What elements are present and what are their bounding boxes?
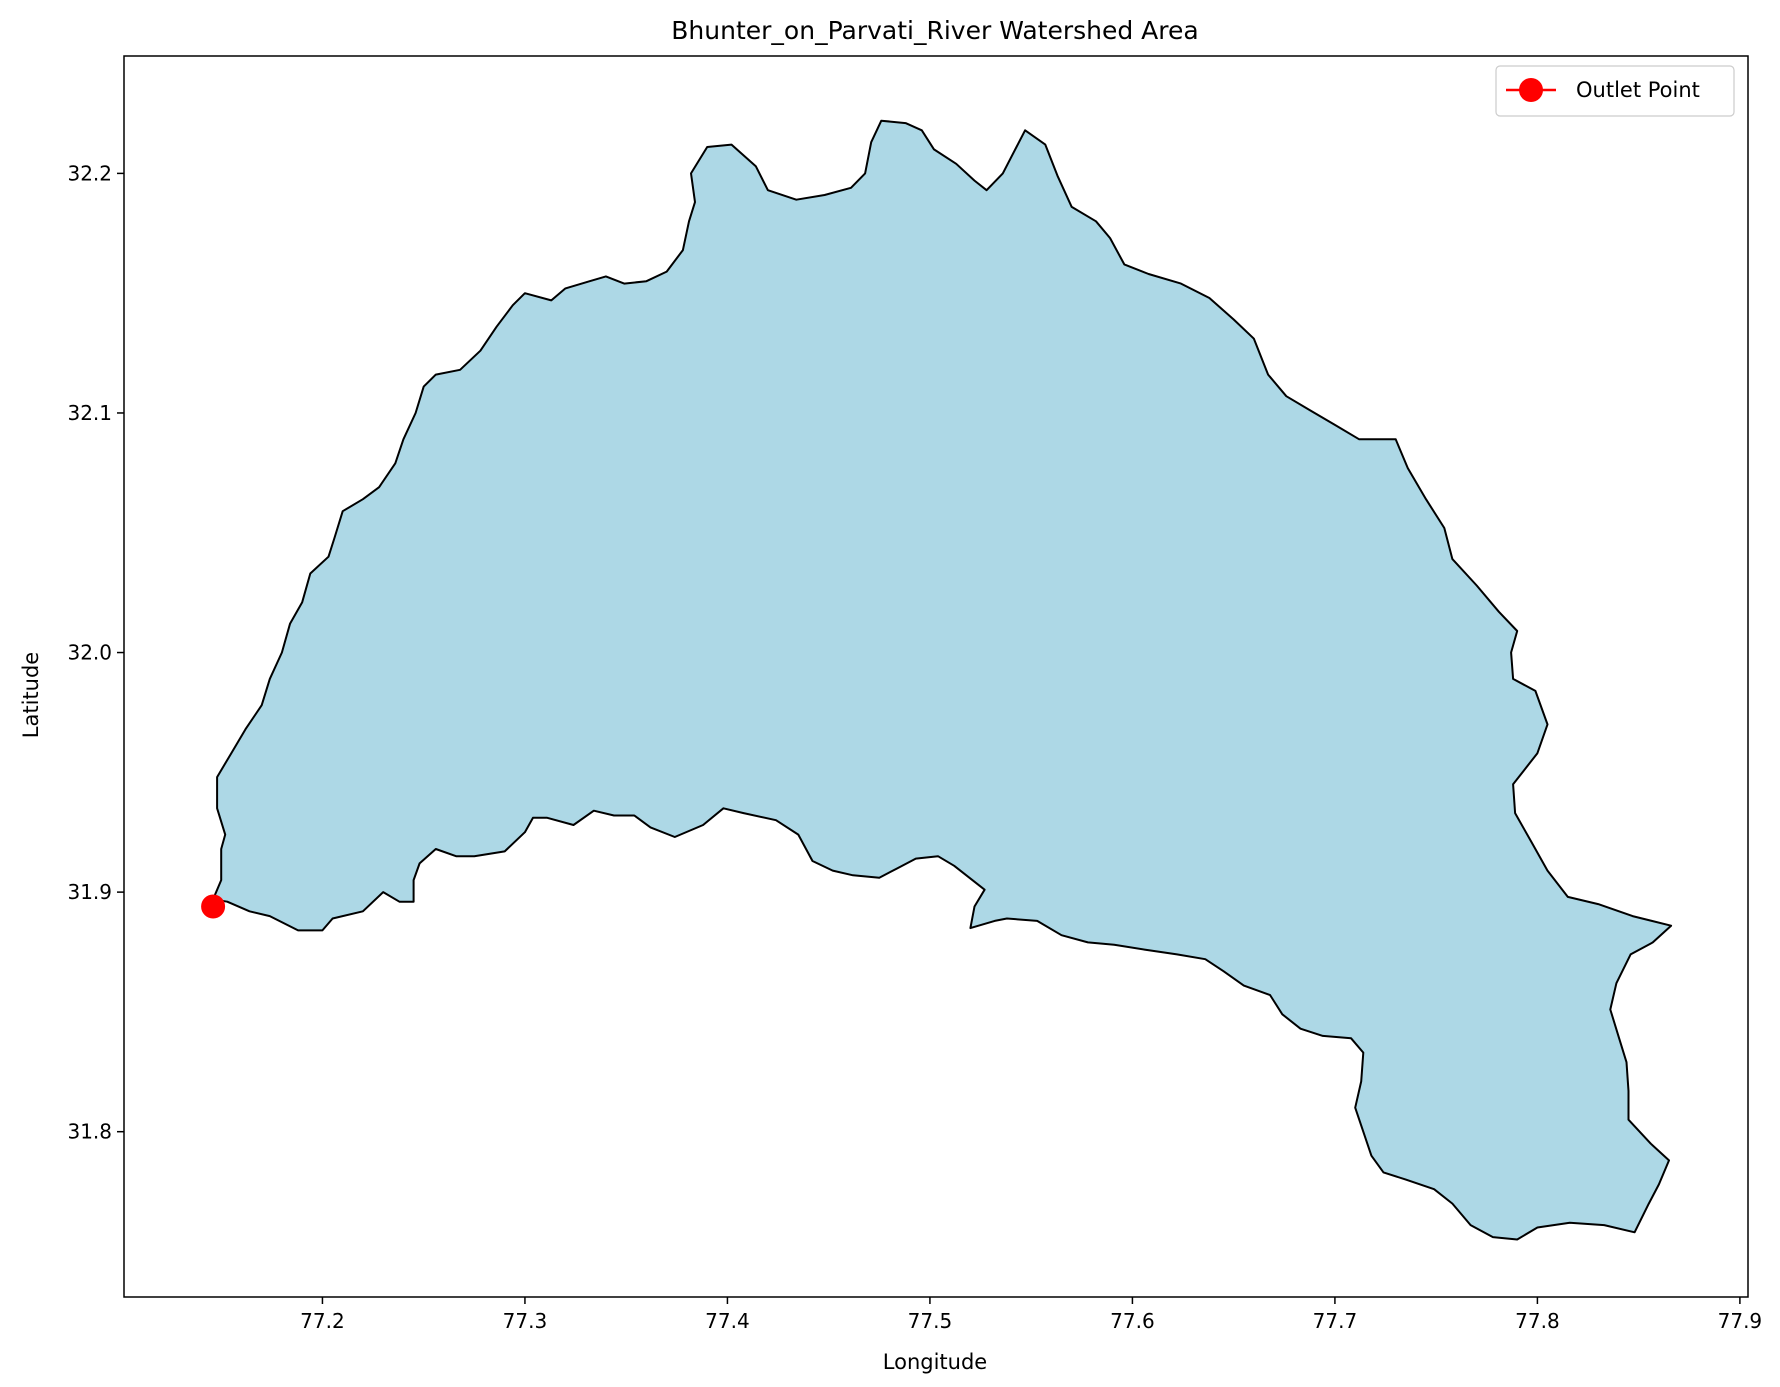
outlet-layer [201, 894, 226, 919]
x-tick-label: 77.5 [908, 1309, 953, 1333]
chart-title: Bhunter_on_Parvati_River Watershed Area [671, 16, 1198, 45]
x-axis-label: Longitude [883, 1350, 987, 1374]
x-axis: 77.2 77.3 77.4 77.5 77.6 77.7 77.8 77.9 [300, 1297, 1762, 1333]
watershed-polygon [212, 119, 1673, 1241]
x-tick-label: 77.4 [705, 1309, 750, 1333]
x-tick-label: 77.2 [300, 1309, 345, 1333]
legend: Outlet Point [1495, 65, 1735, 117]
y-tick-label: 32.1 [67, 401, 112, 425]
y-tick-label: 31.8 [67, 1120, 112, 1144]
x-tick-label: 77.9 [1718, 1309, 1763, 1333]
y-tick-label: 31.9 [67, 880, 112, 904]
y-tick-label: 32.0 [67, 641, 112, 665]
x-tick-label: 77.8 [1515, 1309, 1560, 1333]
y-axis-label: Latitude [19, 652, 43, 738]
outlet-point-marker [201, 894, 226, 919]
plot-area [201, 119, 1673, 1241]
legend-marker-swatch [1519, 78, 1543, 102]
x-tick-label: 77.6 [1110, 1309, 1155, 1333]
legend-box [1495, 65, 1735, 117]
y-axis: 31.8 31.9 32.0 32.1 32.2 [67, 161, 124, 1144]
x-tick-label: 77.3 [503, 1309, 548, 1333]
x-tick-label: 77.7 [1313, 1309, 1358, 1333]
legend-entry-outlet-point: Outlet Point [1576, 78, 1700, 102]
axes-frame [123, 55, 1749, 1298]
y-tick-label: 32.2 [67, 161, 112, 185]
